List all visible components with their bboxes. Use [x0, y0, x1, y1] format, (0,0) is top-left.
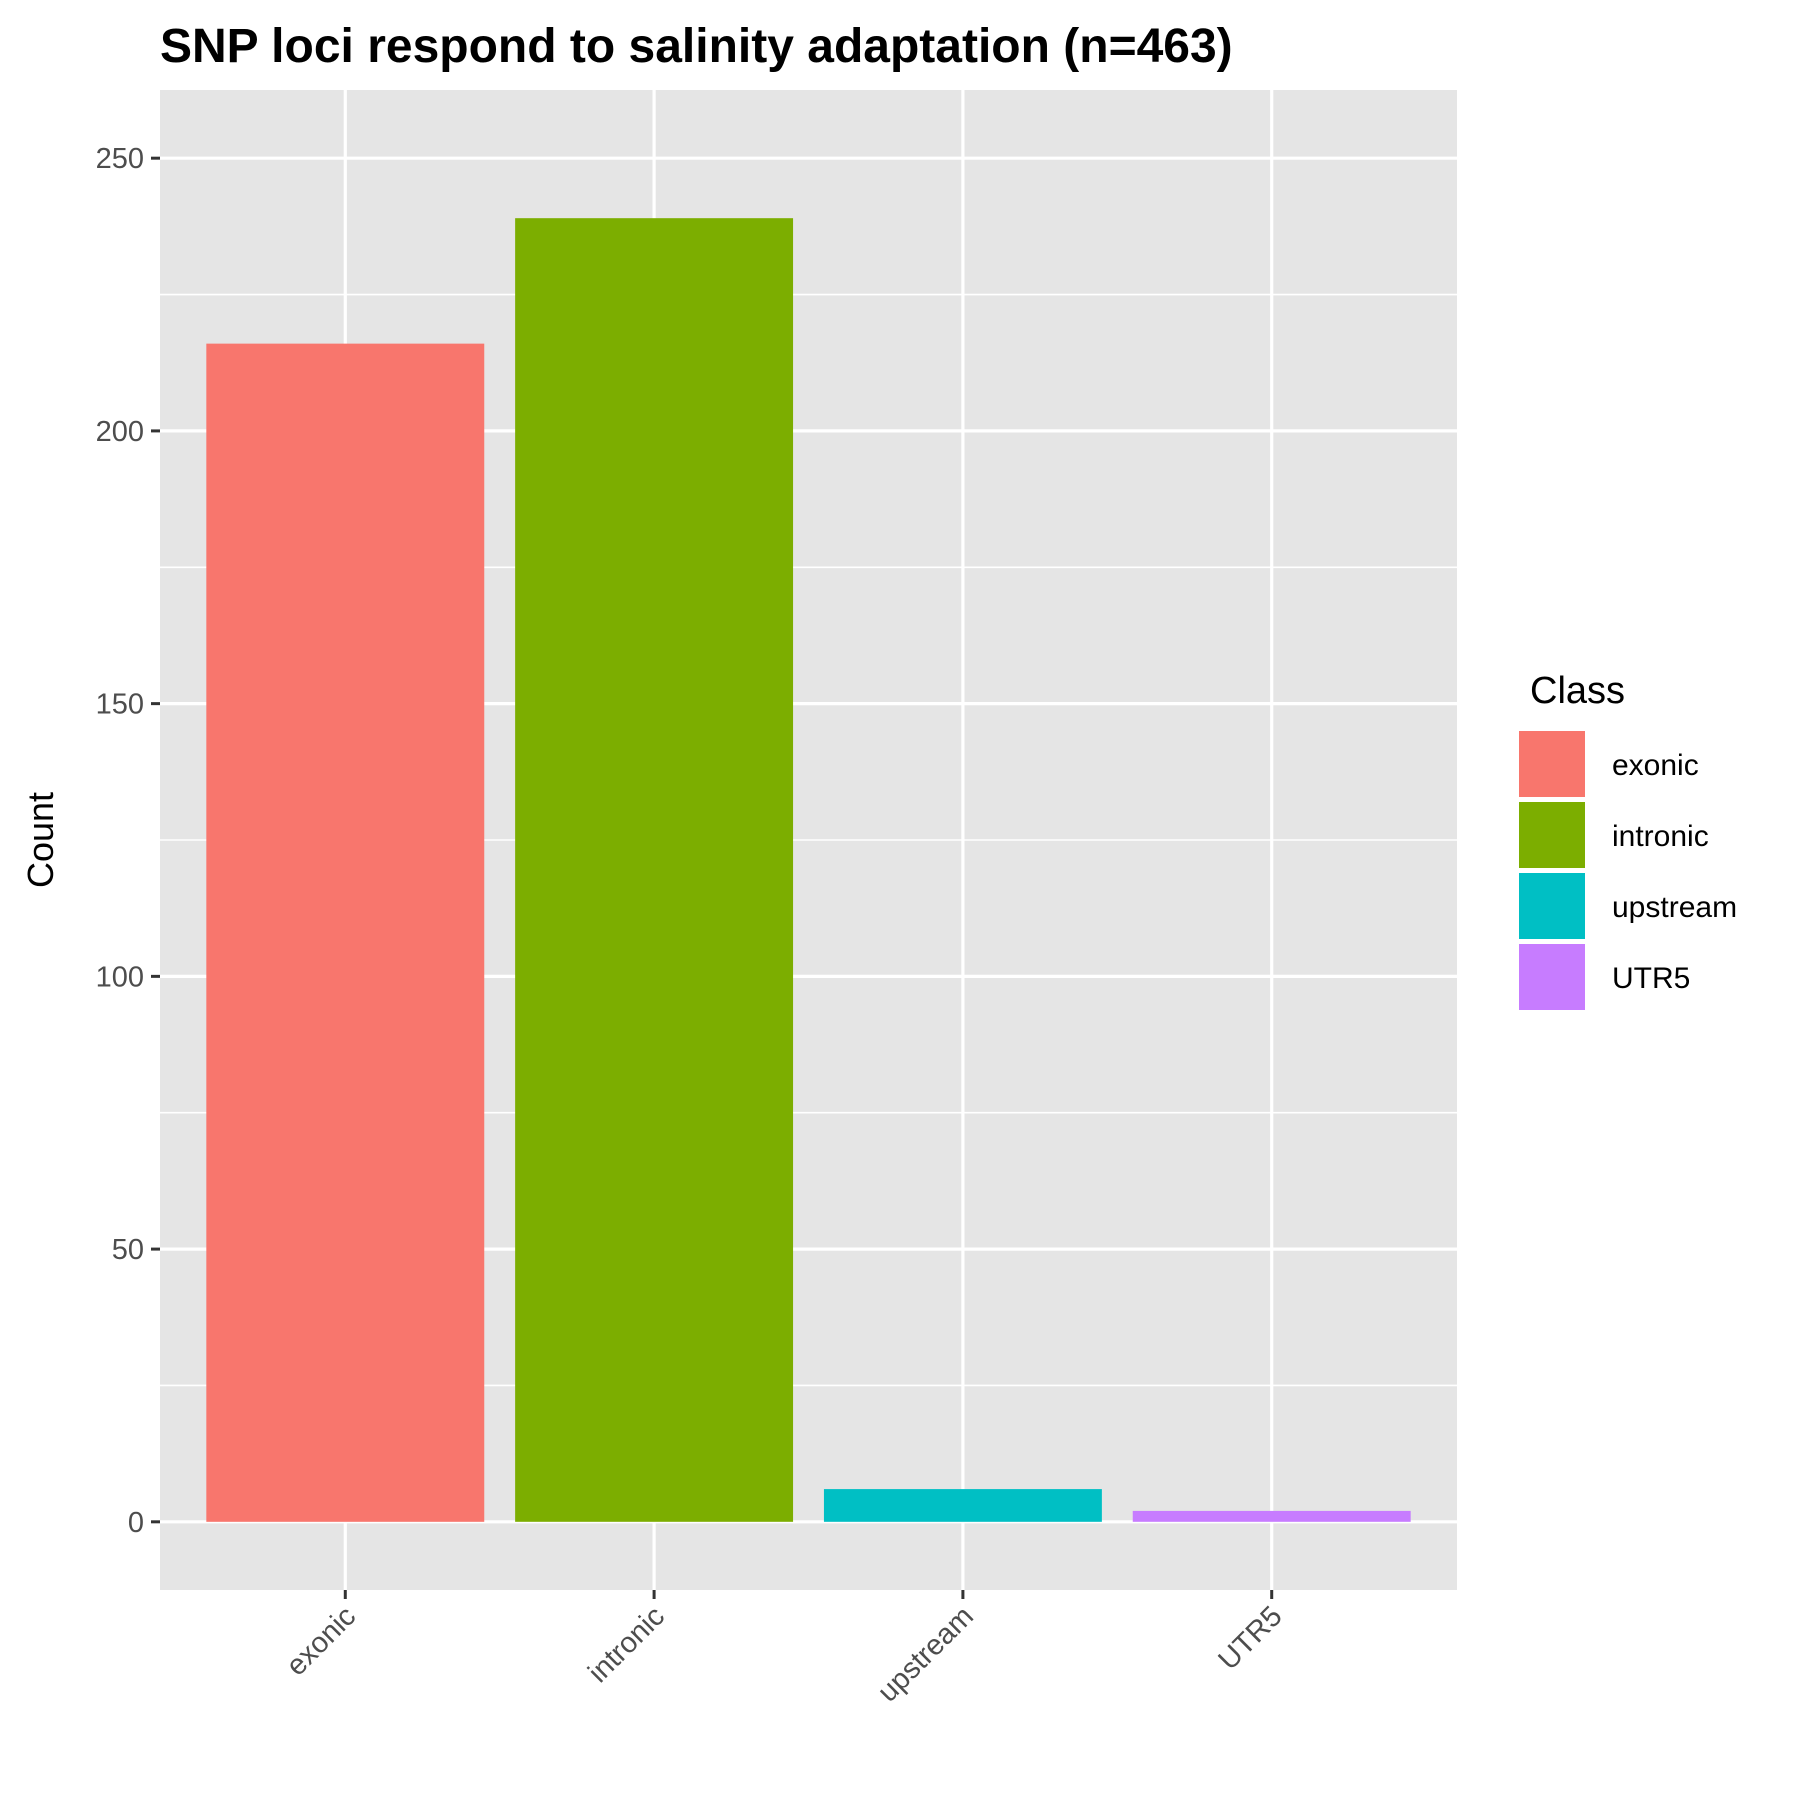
- legend-key-exonic: [1517, 729, 1587, 799]
- y-tick-label: 0: [128, 1507, 144, 1539]
- x-tick-label: UTR5: [1212, 1600, 1288, 1676]
- y-axis-title: Count: [20, 792, 61, 888]
- legend-label: intronic: [1612, 820, 1709, 853]
- y-tick-label: 50: [112, 1234, 144, 1266]
- x-tick-label: upstream: [872, 1600, 980, 1708]
- y-axis: 0 50 100 150 200 250: [96, 143, 160, 1539]
- legend-label: exonic: [1612, 749, 1699, 782]
- x-tick-label: intronic: [582, 1600, 671, 1689]
- legend-label: upstream: [1612, 891, 1737, 924]
- legend: Class exonic intronic upstream UTR5: [1517, 670, 1737, 1012]
- chart-title: SNP loci respond to salinity adaptation …: [160, 20, 1233, 73]
- legend-key-intronic: [1517, 800, 1587, 870]
- bar-UTR5: [1132, 1510, 1411, 1522]
- bars-group: [206, 218, 1411, 1522]
- bar-intronic: [515, 218, 794, 1522]
- x-tick-label: exonic: [280, 1600, 362, 1682]
- legend-key-UTR5: [1517, 942, 1587, 1012]
- legend-label: UTR5: [1612, 962, 1690, 995]
- legend-items: exonic intronic upstream UTR5: [1517, 729, 1737, 1012]
- legend-title: Class: [1530, 670, 1625, 712]
- y-tick-label: 200: [96, 416, 144, 448]
- bar-upstream: [823, 1489, 1102, 1522]
- x-axis: exonic intronic upstream UTR5: [280, 1590, 1289, 1708]
- y-tick-label: 100: [96, 961, 144, 993]
- bar-exonic: [206, 343, 485, 1522]
- y-tick-label: 250: [96, 143, 144, 175]
- y-tick-label: 150: [96, 689, 144, 721]
- legend-key-upstream: [1517, 871, 1587, 941]
